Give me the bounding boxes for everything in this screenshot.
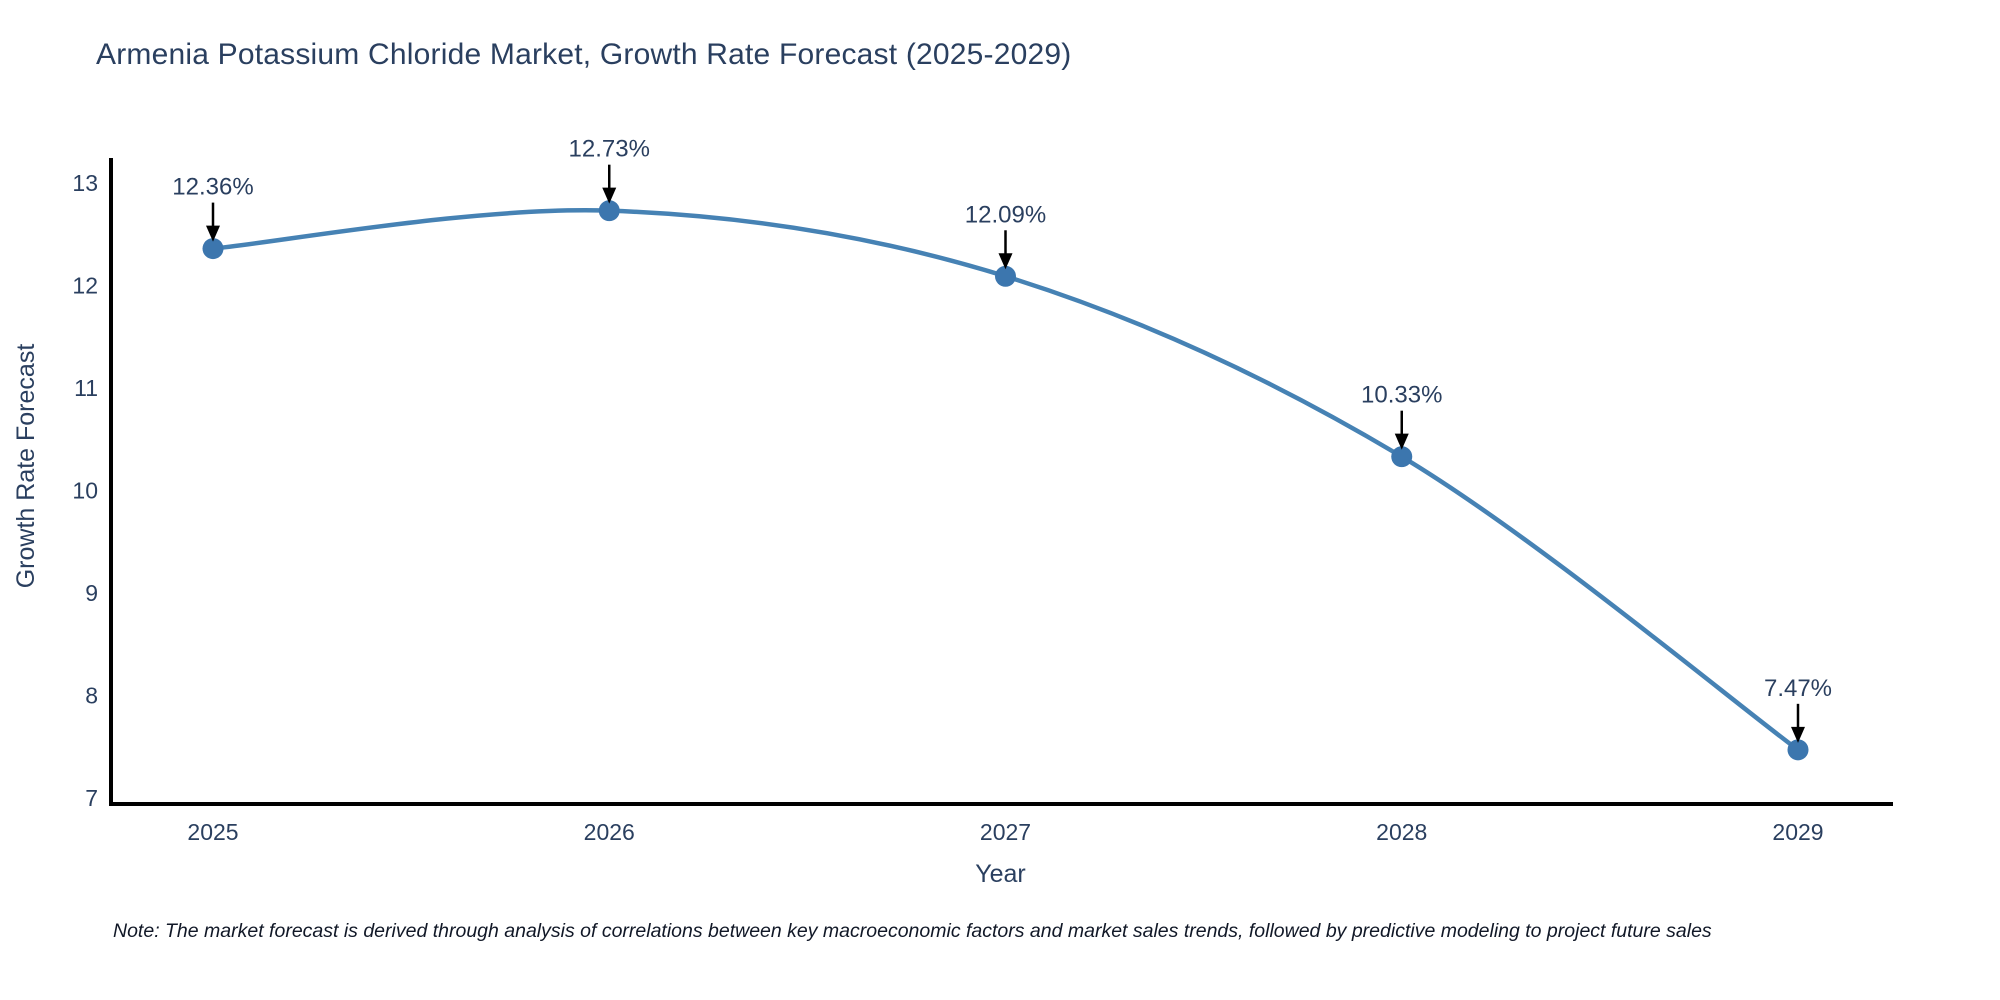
y-tick-label: 12 [72,273,98,299]
annotation-arrowhead-icon [602,187,617,204]
annotation-arrowhead-icon [998,253,1013,270]
chart-title: Armenia Potassium Chloride Market, Growt… [96,38,1072,71]
data-point-marker[interactable] [202,238,224,260]
x-tick-label: 2027 [980,819,1031,845]
annotation-arrowhead-icon [1791,726,1805,743]
x-tick-label: 2028 [1376,819,1427,845]
point-annotations: 12.36% 12.73% 12.09% 10.33% 7.47% [172,136,1832,743]
point-value-label: 10.33% [1361,382,1442,409]
x-tick-label: 2026 [584,819,635,845]
series-line [210,208,1801,753]
point-value-label: 12.73% [569,136,650,163]
y-tick-label: 7 [85,785,98,811]
y-tick-label: 9 [85,580,98,606]
data-point-marker[interactable] [995,265,1016,287]
data-points [202,200,1809,761]
point-value-label: 12.09% [965,201,1046,228]
chart-footnote: Note: The market forecast is derived thr… [113,920,1712,942]
data-point-marker[interactable] [598,200,620,222]
point-value-label: 7.47% [1764,675,1832,702]
y-axis-title: Growth Rate Forecast [12,344,40,589]
annotation-arrowhead-icon [1394,433,1409,450]
point-value-label: 12.36% [172,174,253,201]
x-axis-title: Year [975,860,1026,888]
axes: 7 8 9 10 11 12 13 2025 2026 2027 2028 2029 Year Growt… [12,158,1893,888]
y-tick-label: 13 [72,170,98,196]
y-tick-label: 8 [85,683,98,709]
data-point-marker[interactable] [1787,739,1809,761]
x-tick-label: 2025 [187,819,238,845]
y-tick-label: 10 [72,478,98,504]
x-tick-label: 2029 [1772,819,1823,845]
data-point-marker[interactable] [1391,446,1413,468]
y-tick-label: 11 [74,375,98,401]
annotation-arrowhead-icon [206,225,220,242]
